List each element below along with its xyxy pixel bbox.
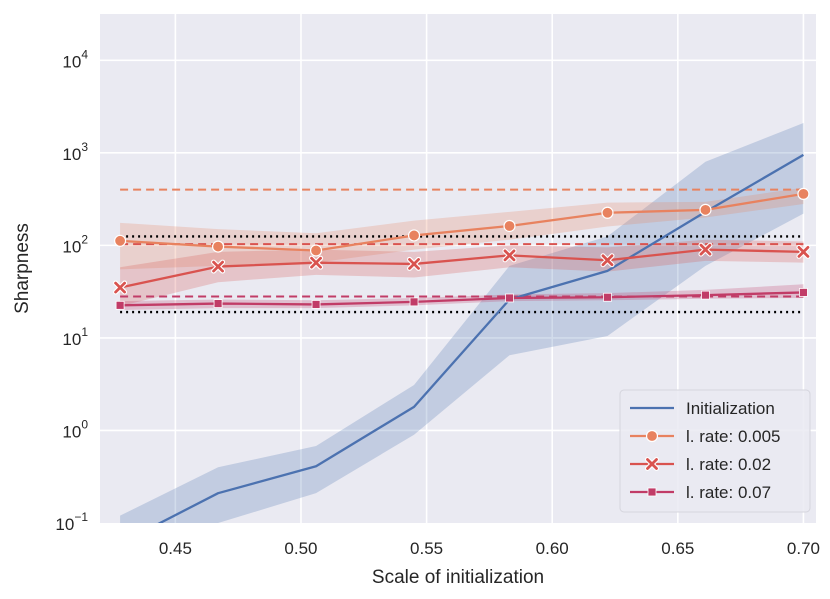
x-tick-label: 0.60 — [536, 539, 569, 558]
point-l-rate-0-07 — [213, 299, 223, 308]
band-initialization — [120, 123, 804, 523]
y-tick-label: 103 — [62, 140, 88, 164]
point-l-rate-0-02 — [502, 248, 517, 263]
point-l-rate-0-02 — [211, 259, 226, 274]
point-l-rate-0-07 — [799, 288, 808, 297]
point-l-rate-0-005 — [601, 206, 614, 219]
point-l-rate-0-02 — [407, 256, 422, 271]
line-initialization — [157, 153, 805, 523]
point-l-rate-0-07 — [115, 300, 125, 310]
point-l-rate-0-005 — [407, 229, 421, 242]
point-l-rate-0-07 — [701, 290, 710, 300]
legend-marker-l-rate-0-07 — [647, 487, 657, 497]
y-tick-label: 100 — [62, 417, 88, 441]
x-axis-label: Scale of initialization — [372, 567, 544, 588]
point-l-rate-0-07 — [603, 292, 612, 302]
line-l-rate-0-02 — [119, 248, 804, 289]
x-tick-label: 0.45 — [159, 539, 192, 558]
point-l-rate-0-005 — [699, 203, 712, 216]
legend-marker-l-rate-0-02 — [645, 457, 659, 471]
point-l-rate-0-02 — [600, 253, 615, 268]
legend-label: l. rate: 0.07 — [686, 483, 771, 502]
y-tick-label: 104 — [62, 47, 88, 71]
point-l-rate-0-07 — [311, 300, 321, 309]
point-l-rate-0-005 — [309, 244, 323, 257]
y-axis-ticks: 10−1 100 101 102 103 104 — [55, 47, 88, 534]
legend-marker-l-rate-0-005 — [645, 429, 659, 443]
point-l-rate-0-02 — [796, 244, 811, 259]
x-axis-ticks: 0.45 0.50 0.55 0.60 0.65 0.70 — [159, 539, 820, 558]
series-markers — [113, 187, 811, 310]
legend-label: Initialization — [686, 399, 775, 418]
point-l-rate-0-02 — [698, 242, 713, 257]
point-l-rate-0-005 — [797, 187, 810, 200]
y-tick-label: 10−1 — [55, 510, 88, 534]
legend: Initialization l. rate: 0.005 l. rate: 0.0… — [619, 389, 811, 513]
y-tick-label: 102 — [62, 232, 88, 256]
point-l-rate-0-005 — [211, 240, 225, 253]
series-lines — [119, 153, 805, 523]
x-tick-label: 0.70 — [787, 539, 820, 558]
legend-label: l. rate: 0.005 — [686, 427, 781, 446]
x-tick-label: 0.50 — [284, 539, 317, 558]
x-tick-label: 0.65 — [661, 539, 694, 558]
x-tick-label: 0.55 — [410, 539, 443, 558]
point-l-rate-0-02 — [309, 255, 324, 270]
point-l-rate-0-005 — [503, 219, 516, 233]
point-l-rate-0-005 — [113, 234, 127, 247]
line-l-rate-0-005 — [120, 192, 804, 252]
horizontal-reference-lines — [120, 188, 804, 314]
point-l-rate-0-02 — [113, 280, 128, 295]
legend-label: l. rate: 0.02 — [686, 455, 771, 474]
y-tick-label: 101 — [62, 325, 88, 349]
point-l-rate-0-07 — [505, 293, 514, 303]
legend-box — [619, 389, 811, 513]
line-l-rate-0-07 — [120, 291, 804, 307]
point-l-rate-0-07 — [409, 297, 419, 307]
y-axis-label: Sharpness — [12, 223, 33, 314]
